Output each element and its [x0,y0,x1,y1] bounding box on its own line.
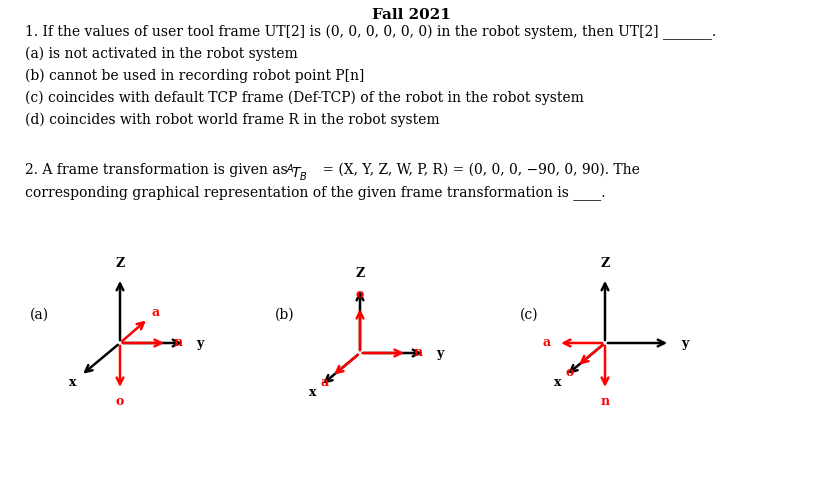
Text: corresponding graphical representation of the given frame transformation is ____: corresponding graphical representation o… [25,185,606,200]
Text: a: a [321,376,329,389]
Text: = (X, Y, Z, W, P, R) = (0, 0, 0, −90, 0, 90). The: = (X, Y, Z, W, P, R) = (0, 0, 0, −90, 0,… [318,163,640,177]
Text: a: a [543,337,551,350]
Text: n: n [600,395,609,408]
Text: (d) coincides with robot world frame R in the robot system: (d) coincides with robot world frame R i… [25,113,439,127]
Text: x: x [309,386,316,399]
Text: 1. If the values of user tool frame UT[2] is (0, 0, 0, 0, 0, 0) in the robot sys: 1. If the values of user tool frame UT[2… [25,25,716,40]
Text: (c) coincides with default TCP frame (Def-TCP) of the robot in the robot system: (c) coincides with default TCP frame (De… [25,91,584,106]
Text: Z: Z [355,267,365,280]
Text: (c): (c) [520,308,539,322]
Text: (b) cannot be used in recording robot point P[n]: (b) cannot be used in recording robot po… [25,69,365,83]
Text: n: n [174,337,183,350]
Text: Z: Z [600,257,610,270]
Text: y: y [195,337,203,350]
Text: x: x [69,376,76,389]
Text: Z: Z [116,257,125,270]
Text: o: o [566,366,574,379]
Text: (a) is not activated in the robot system: (a) is not activated in the robot system [25,47,298,62]
Text: (a): (a) [30,308,49,322]
Text: n: n [414,347,423,359]
Text: o: o [116,395,124,408]
Text: x: x [553,376,562,389]
Text: (b): (b) [275,308,295,322]
Text: y: y [436,347,443,359]
Text: Fall 2021: Fall 2021 [372,8,451,22]
Text: y: y [681,337,688,350]
Text: o: o [355,288,365,301]
Text: 2. A frame transformation is given as: 2. A frame transformation is given as [25,163,292,177]
Text: a: a [151,306,159,319]
Text: ${}^{A}\!T_{B}$: ${}^{A}\!T_{B}$ [286,162,308,183]
